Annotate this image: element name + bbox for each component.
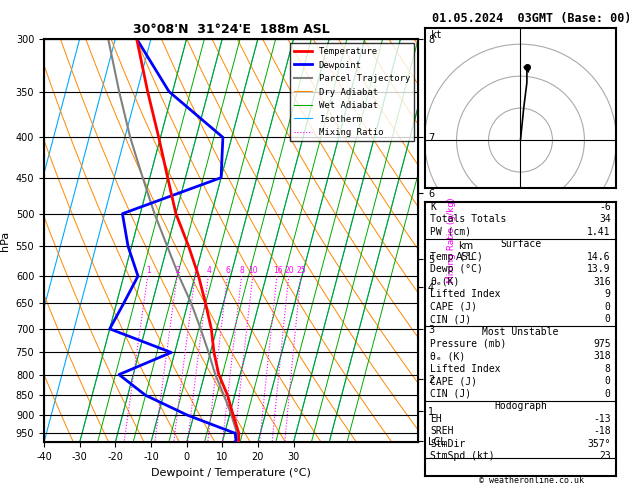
Text: 13.9: 13.9 <box>587 264 611 274</box>
Text: 1: 1 <box>146 266 151 275</box>
Text: 357°: 357° <box>587 439 611 449</box>
Title: 30°08'N  31°24'E  188m ASL: 30°08'N 31°24'E 188m ASL <box>133 23 330 36</box>
Text: Mixing Ratio (g/kg): Mixing Ratio (g/kg) <box>447 198 457 283</box>
Text: 1.41: 1.41 <box>587 226 611 237</box>
Text: CIN (J): CIN (J) <box>430 314 472 324</box>
Text: θₑ (K): θₑ (K) <box>430 351 465 362</box>
Text: -13: -13 <box>593 414 611 424</box>
Text: 975: 975 <box>593 339 611 349</box>
Text: kt: kt <box>431 30 443 40</box>
Text: 8: 8 <box>605 364 611 374</box>
Text: © weatheronline.co.uk: © weatheronline.co.uk <box>479 475 584 485</box>
Legend: Temperature, Dewpoint, Parcel Trajectory, Dry Adiabat, Wet Adiabat, Isotherm, Mi: Temperature, Dewpoint, Parcel Trajectory… <box>290 43 414 141</box>
Text: 318: 318 <box>593 351 611 362</box>
Text: 3: 3 <box>194 266 198 275</box>
Text: 2: 2 <box>175 266 181 275</box>
Text: 25: 25 <box>296 266 306 275</box>
Text: CAPE (J): CAPE (J) <box>430 301 477 312</box>
Text: 8: 8 <box>240 266 245 275</box>
Text: Lifted Index: Lifted Index <box>430 364 501 374</box>
Text: K: K <box>430 202 436 212</box>
Text: Temp (°C): Temp (°C) <box>430 252 483 261</box>
Text: 10: 10 <box>248 266 259 275</box>
Text: StmDir: StmDir <box>430 439 465 449</box>
Text: 0: 0 <box>605 301 611 312</box>
Text: 20: 20 <box>284 266 294 275</box>
Text: 6: 6 <box>226 266 231 275</box>
Text: Lifted Index: Lifted Index <box>430 289 501 299</box>
Text: Hodograph: Hodograph <box>494 401 547 411</box>
Text: 34: 34 <box>599 214 611 224</box>
Text: 23: 23 <box>599 451 611 461</box>
Text: Surface: Surface <box>500 239 541 249</box>
Text: Most Unstable: Most Unstable <box>482 327 559 336</box>
Text: CIN (J): CIN (J) <box>430 389 472 399</box>
Text: 0: 0 <box>605 389 611 399</box>
Text: 9: 9 <box>605 289 611 299</box>
Text: Pressure (mb): Pressure (mb) <box>430 339 507 349</box>
Text: -18: -18 <box>593 426 611 436</box>
Text: Totals Totals: Totals Totals <box>430 214 507 224</box>
Text: 0: 0 <box>605 377 611 386</box>
Text: 01.05.2024  03GMT (Base: 00): 01.05.2024 03GMT (Base: 00) <box>431 12 629 25</box>
Text: 4: 4 <box>206 266 211 275</box>
Text: SREH: SREH <box>430 426 454 436</box>
Text: CAPE (J): CAPE (J) <box>430 377 477 386</box>
Text: 16: 16 <box>273 266 282 275</box>
Y-axis label: km
ASL: km ASL <box>456 241 474 262</box>
Text: 14.6: 14.6 <box>587 252 611 261</box>
Text: 0: 0 <box>605 314 611 324</box>
X-axis label: Dewpoint / Temperature (°C): Dewpoint / Temperature (°C) <box>151 468 311 478</box>
Text: StmSpd (kt): StmSpd (kt) <box>430 451 495 461</box>
Y-axis label: hPa: hPa <box>0 230 10 251</box>
Text: θₑ(K): θₑ(K) <box>430 277 460 287</box>
Text: EH: EH <box>430 414 442 424</box>
Text: Dewp (°C): Dewp (°C) <box>430 264 483 274</box>
Text: -6: -6 <box>599 202 611 212</box>
Text: 316: 316 <box>593 277 611 287</box>
Text: PW (cm): PW (cm) <box>430 226 472 237</box>
